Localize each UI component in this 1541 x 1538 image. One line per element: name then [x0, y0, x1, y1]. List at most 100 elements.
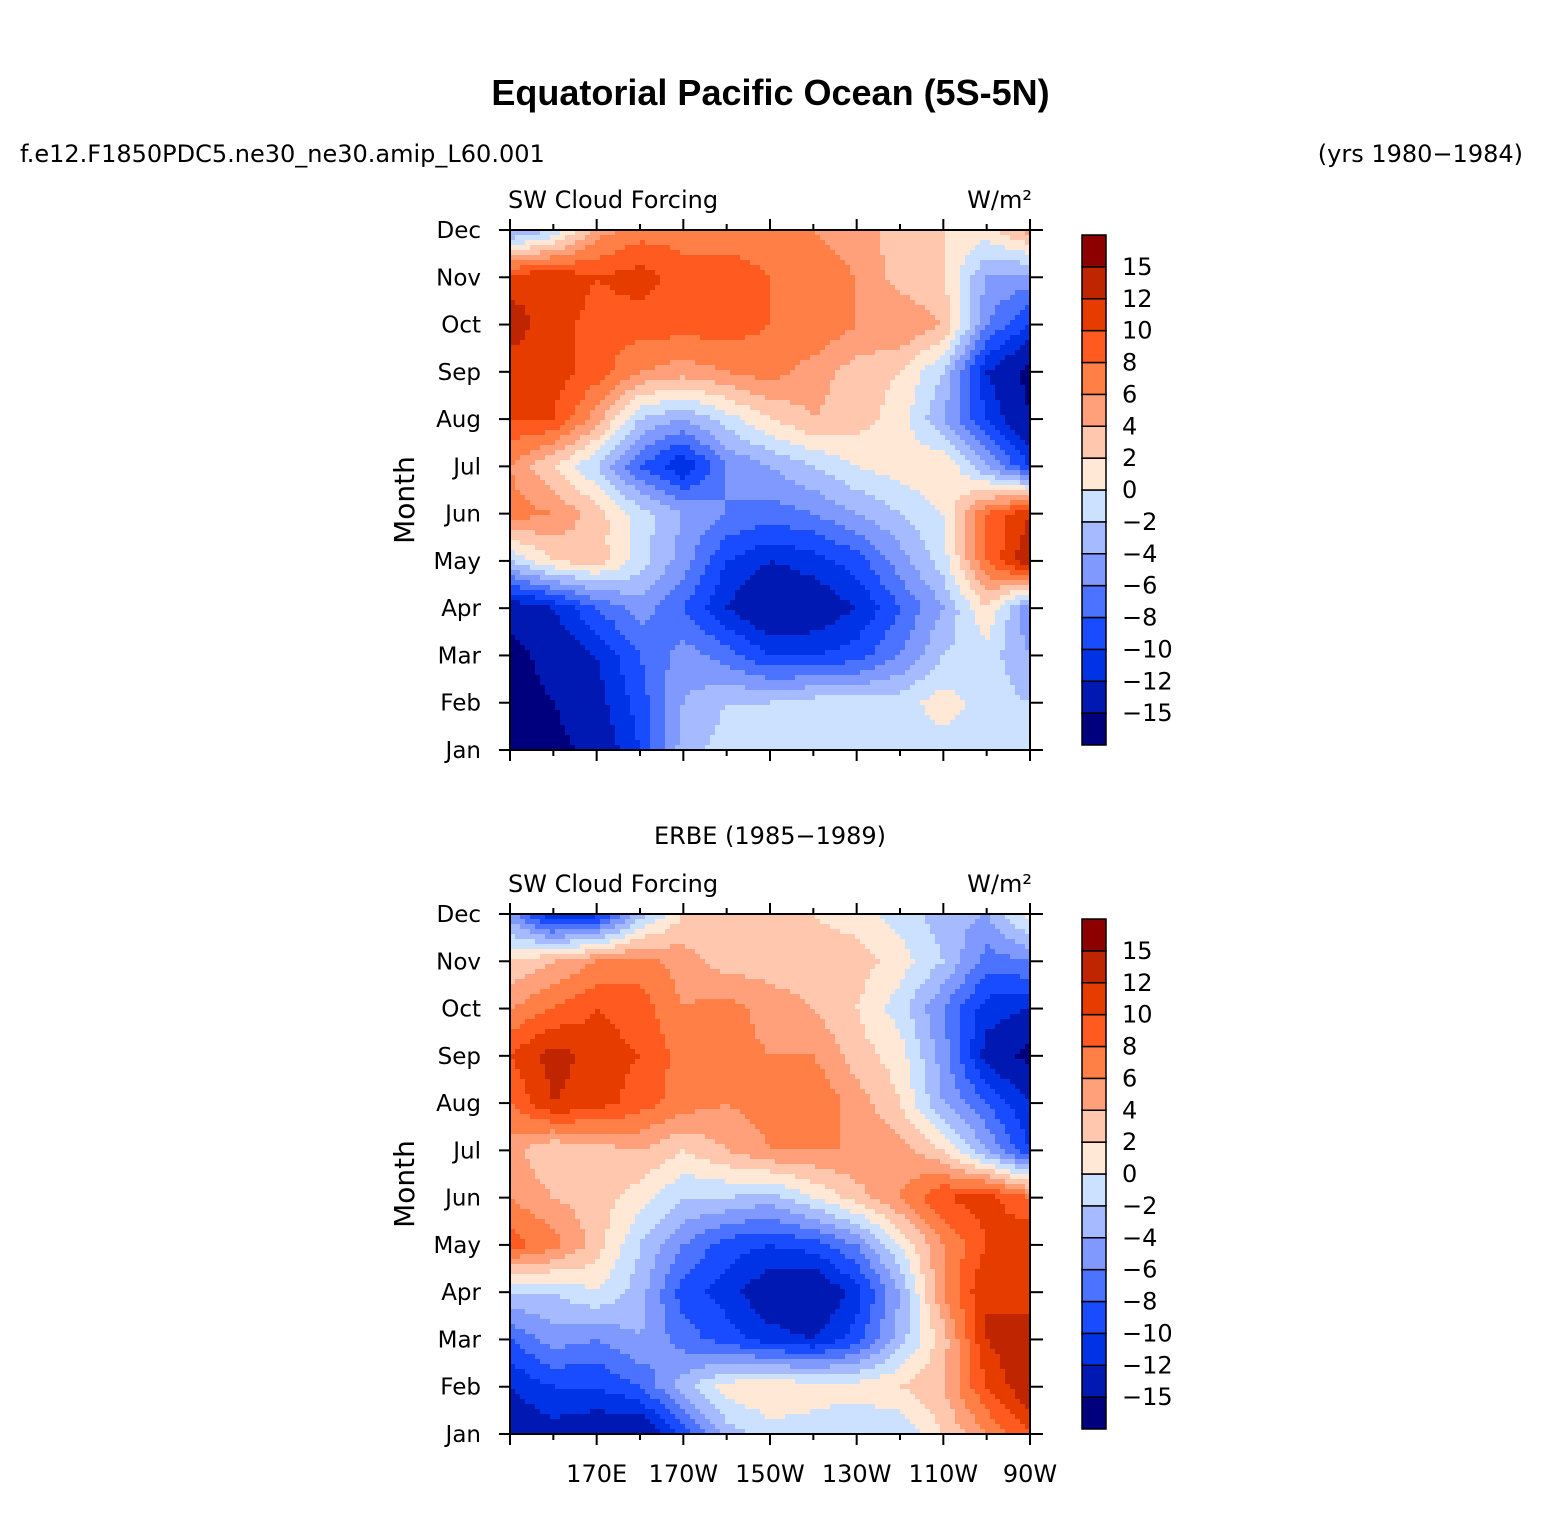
contour-cell [695, 375, 701, 381]
contour-cell [560, 340, 566, 346]
contour-cell [750, 365, 756, 371]
contour-cell [665, 255, 671, 261]
contour-cell [990, 405, 996, 411]
contour-cell [730, 260, 736, 266]
contour-cell [760, 445, 766, 451]
contour-cell [515, 300, 521, 306]
contour-cell [590, 445, 596, 451]
contour-cell [835, 375, 841, 381]
contour-cell [835, 320, 841, 326]
contour-cell [735, 240, 741, 246]
contour-cell [975, 240, 981, 246]
contour-cell [740, 380, 746, 386]
contour-cell [720, 425, 726, 431]
contour-cell [840, 260, 846, 266]
contour-cell [775, 375, 781, 381]
contour-cell [1015, 390, 1021, 396]
contour-cell [720, 240, 726, 246]
contour-cell [635, 310, 641, 316]
contour-cell [545, 370, 551, 376]
contour-cell [1010, 400, 1016, 406]
contour-cell [745, 445, 751, 451]
contour-cell [655, 445, 661, 451]
contour-cell [530, 415, 536, 421]
contour-cell [610, 355, 616, 361]
contour-cell [515, 320, 521, 326]
contour-cell [605, 420, 611, 426]
contour-cell [960, 410, 966, 416]
contour-cell [775, 435, 781, 441]
contour-cell [580, 445, 586, 451]
contour-cell [850, 450, 856, 456]
contour-cell [795, 260, 801, 266]
contour-cell [875, 340, 881, 346]
contour-cell [880, 235, 886, 241]
contour-cell [755, 345, 761, 351]
contour-cell [895, 330, 901, 336]
contour-cell [855, 305, 861, 311]
contour-cell [730, 245, 736, 251]
contour-cell [980, 380, 986, 386]
contour-cell [905, 370, 911, 376]
contour-cell [610, 365, 616, 371]
contour-cell [730, 400, 736, 406]
contour-cell [940, 280, 946, 286]
contour-cell [665, 365, 671, 371]
contour-cell [955, 385, 961, 391]
contour-cell [965, 395, 971, 401]
contour-cell [740, 400, 746, 406]
contour-cell [580, 345, 586, 351]
contour-cell [860, 450, 866, 456]
contour-cell [885, 445, 891, 451]
contour-cell [545, 265, 551, 271]
contour-cell [570, 440, 576, 446]
contour-cell [775, 255, 781, 261]
contour-cell [615, 230, 621, 236]
contour-cell [545, 295, 551, 301]
contour-cell [910, 230, 916, 236]
contour-cell [805, 290, 811, 296]
contour-cell [970, 395, 976, 401]
contour-cell [675, 460, 681, 466]
contour-cell [655, 435, 661, 441]
contour-cell [1020, 380, 1026, 386]
contour-cell [695, 310, 701, 316]
contour-cell [880, 245, 886, 251]
contour-cell [575, 465, 581, 471]
contour-cell [590, 290, 596, 296]
contour-cell [610, 260, 616, 266]
contour-cell [630, 290, 636, 296]
contour-cell [890, 240, 896, 246]
contour-cell [795, 395, 801, 401]
contour-cell [935, 400, 941, 406]
contour-cell [610, 465, 616, 471]
contour-cell [760, 265, 766, 271]
contour-cell [995, 360, 1001, 366]
contour-cell [680, 255, 686, 261]
contour-cell [775, 355, 781, 361]
contour-cell [840, 450, 846, 456]
contour-cell [870, 325, 876, 331]
contour-cell [860, 325, 866, 331]
contour-cell [950, 270, 956, 276]
contour-cell [925, 285, 931, 291]
contour-cell [840, 355, 846, 361]
contour-cell [685, 250, 691, 256]
contour-cell [725, 450, 731, 456]
contour-cell [530, 445, 536, 451]
contour-cell [650, 305, 656, 311]
contour-cell [980, 355, 986, 361]
contour-cell [630, 270, 636, 276]
contour-cell [940, 395, 946, 401]
contour-cell [520, 255, 526, 261]
contour-cell [555, 360, 561, 366]
contour-cell [730, 255, 736, 261]
contour-cell [855, 385, 861, 391]
contour-cell [540, 390, 546, 396]
contour-cell [570, 355, 576, 361]
contour-cell [610, 390, 616, 396]
contour-cell [710, 350, 716, 356]
contour-cell [970, 420, 976, 426]
contour-cell [1000, 415, 1006, 421]
contour-cell [680, 375, 686, 381]
